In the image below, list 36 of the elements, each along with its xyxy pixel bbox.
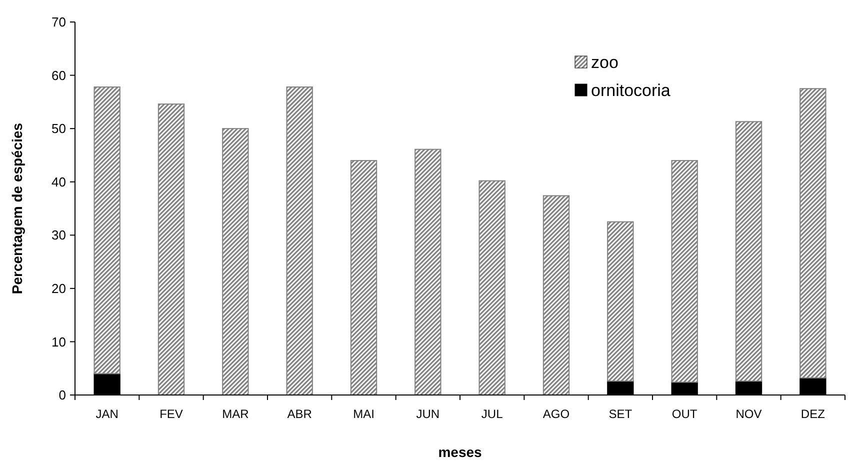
y-tick-label: 50 (52, 121, 66, 136)
bar (542, 195, 570, 396)
x-tick-label: JAN (96, 407, 118, 421)
x-tick-label: ABR (287, 407, 312, 421)
bar (158, 104, 185, 396)
y-tick-label: 40 (52, 174, 66, 190)
y-tick-label: 0 (58, 388, 66, 403)
bar (607, 221, 634, 382)
y-axis-title: Percentagem de espécies (9, 122, 25, 294)
bar (800, 88, 826, 378)
legend-label: ornitocoria (591, 80, 671, 100)
x-axis-title: meses (438, 444, 482, 460)
bar (478, 180, 506, 396)
x-tick-label: OUT (672, 407, 698, 421)
x-tick-label: AGO (542, 407, 570, 421)
x-tick-label: JUL (481, 407, 504, 421)
bar (222, 128, 249, 396)
x-tick-label: NOV (736, 407, 762, 421)
legend-label: zoo (591, 52, 618, 72)
bar (350, 160, 378, 396)
x-tick-label: DEZ (800, 407, 825, 421)
x-tick-label: FEV (160, 407, 183, 421)
bar (414, 148, 442, 396)
x-tick-label: SET (608, 407, 633, 421)
y-tick-label: 70 (52, 14, 66, 30)
y-tick-label: 10 (52, 334, 66, 350)
y-tick-label: 20 (52, 280, 66, 296)
x-tick-label: MAI (353, 407, 374, 421)
bar (94, 86, 120, 374)
bar (671, 160, 698, 383)
y-tick-label: 30 (52, 228, 66, 243)
y-tick-label: 60 (52, 68, 66, 83)
x-tick-label: MAR (222, 407, 250, 421)
bar (286, 86, 313, 396)
bar (735, 121, 762, 382)
x-tick-label: JUN (416, 407, 440, 421)
